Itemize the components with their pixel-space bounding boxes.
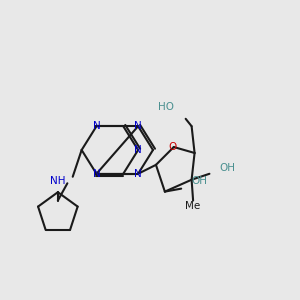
Text: NH: NH <box>50 176 65 186</box>
Text: Me: Me <box>185 202 201 212</box>
Text: N: N <box>134 169 142 179</box>
Text: OH: OH <box>220 163 236 173</box>
Text: OH: OH <box>192 176 208 186</box>
Text: N: N <box>134 145 142 155</box>
Text: O: O <box>168 142 176 152</box>
Text: N: N <box>93 169 101 179</box>
Text: N: N <box>93 121 101 131</box>
Text: HO: HO <box>158 102 174 112</box>
Text: N: N <box>134 121 142 131</box>
